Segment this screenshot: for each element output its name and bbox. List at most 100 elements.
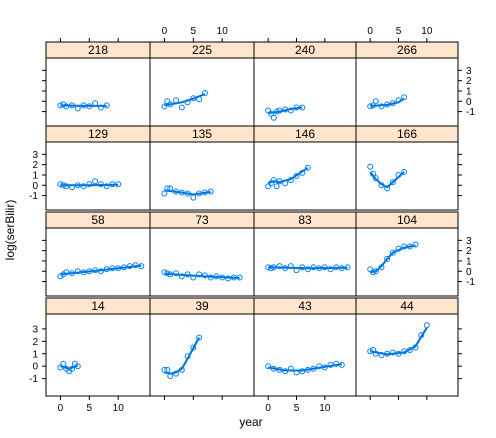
data-point (293, 267, 300, 274)
panel-129: 129 (45, 125, 151, 211)
x-tick-label: 10 (319, 403, 331, 414)
y-tick-label: 3 (466, 236, 472, 247)
y-tick-label: -1 (29, 191, 38, 202)
panel-44: 44 (355, 297, 459, 397)
data-point (299, 368, 306, 375)
data-point (109, 265, 116, 272)
data-point (138, 263, 145, 270)
data-point (196, 271, 203, 278)
data-point (401, 243, 408, 250)
data-point (344, 264, 351, 271)
data-point (164, 270, 171, 277)
data-point (173, 270, 179, 277)
data-point (190, 194, 197, 201)
y-tick-label: 0 (466, 267, 472, 278)
data-point (190, 274, 197, 281)
data-point (389, 100, 396, 107)
strip-label: 58 (91, 213, 105, 227)
data-point (282, 180, 289, 187)
data-point (338, 265, 345, 272)
data-point (384, 101, 391, 108)
panel-area (149, 57, 255, 127)
data-point (178, 189, 185, 196)
y-tick-label: 2 (32, 160, 38, 171)
panel-area (355, 227, 459, 297)
data-point (126, 263, 133, 270)
data-point (370, 347, 376, 353)
strip-label: 135 (192, 127, 212, 141)
panel-266: 266 (355, 41, 459, 127)
data-point (167, 271, 174, 278)
x-tick-label: 0 (367, 26, 373, 37)
x-tick-label: 0 (265, 403, 271, 414)
data-point (69, 102, 75, 109)
data-point (276, 178, 283, 185)
data-point (372, 98, 379, 105)
data-point (273, 183, 280, 190)
data-point (109, 181, 116, 188)
data-point (80, 102, 87, 109)
data-point (310, 264, 317, 271)
data-point (167, 185, 174, 192)
data-point (316, 265, 323, 272)
data-point (287, 177, 294, 184)
data-point (412, 241, 419, 248)
panel-area (149, 227, 255, 297)
data-point (276, 366, 283, 373)
panel-area (253, 141, 357, 211)
panel-43: 43 (253, 297, 357, 397)
data-point (384, 350, 391, 357)
data-point (395, 350, 402, 357)
strip-bar (355, 41, 459, 59)
data-point (270, 114, 277, 121)
panel-area (355, 57, 459, 127)
strip-bar (355, 125, 459, 143)
data-point (276, 263, 283, 270)
data-point (299, 169, 306, 176)
data-point (406, 347, 413, 353)
data-point (321, 264, 328, 271)
data-point (270, 264, 277, 271)
strip-bar (355, 297, 459, 315)
data-point (395, 245, 402, 252)
data-point (92, 178, 99, 185)
data-point (63, 183, 70, 190)
data-point (164, 366, 171, 373)
data-point (372, 350, 379, 357)
data-point (103, 266, 110, 273)
data-point (63, 269, 70, 276)
data-point (201, 189, 208, 196)
data-point (167, 101, 174, 108)
data-point (333, 360, 340, 367)
data-point (190, 95, 197, 102)
data-point (321, 364, 328, 371)
x-tick-label: 10 (113, 403, 125, 414)
panel-225: 225 (149, 41, 255, 127)
data-point (327, 361, 334, 368)
data-point (60, 182, 67, 189)
data-point (370, 170, 376, 177)
data-point (367, 103, 374, 110)
strip-label: 39 (195, 299, 209, 313)
data-point (115, 265, 122, 272)
data-point (69, 365, 75, 372)
panel-58: 58 (45, 211, 151, 297)
data-point (423, 322, 430, 329)
data-point (63, 103, 70, 110)
data-point (282, 106, 289, 113)
y-tick-label: 0 (32, 362, 38, 373)
data-point (161, 366, 168, 373)
panel-218: 218 (45, 41, 151, 127)
data-point (293, 369, 300, 376)
strip-label: 146 (295, 127, 315, 141)
data-point (173, 188, 179, 195)
panel-area (253, 313, 357, 397)
data-point (236, 274, 243, 281)
data-point (316, 363, 323, 370)
data-point (370, 102, 376, 109)
data-point (132, 262, 139, 269)
data-point (273, 108, 280, 115)
data-point (80, 269, 87, 276)
data-point (401, 348, 408, 355)
fitted-line (370, 327, 428, 356)
